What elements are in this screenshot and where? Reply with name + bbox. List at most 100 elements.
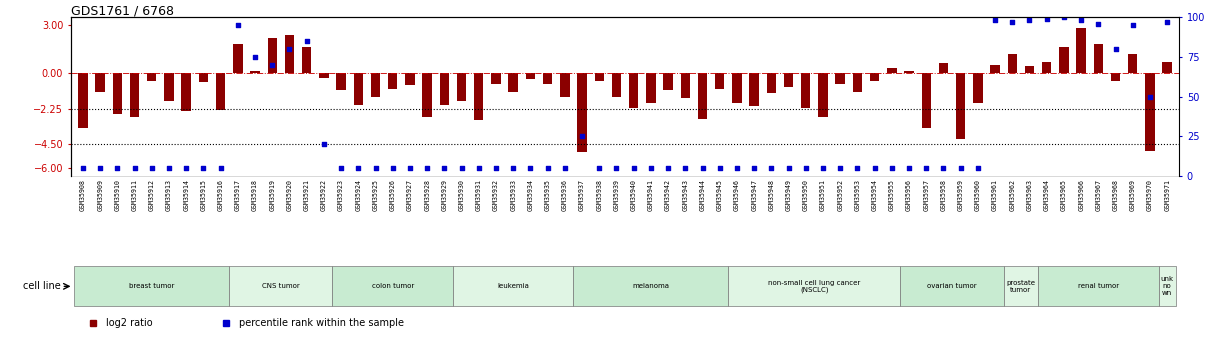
Bar — [423, 73, 431, 117]
Text: GSM35921: GSM35921 — [303, 179, 309, 211]
Point — [176, 165, 196, 171]
Bar — [887, 68, 897, 73]
Point — [710, 165, 730, 171]
Bar — [938, 63, 948, 73]
Text: GSM35940: GSM35940 — [631, 179, 637, 211]
Point — [624, 165, 644, 171]
Text: GSM35910: GSM35910 — [115, 179, 120, 211]
Bar — [766, 73, 776, 93]
Bar — [233, 44, 242, 73]
Bar — [973, 73, 982, 103]
Bar — [370, 73, 380, 97]
Text: log2 ratio: log2 ratio — [106, 318, 153, 327]
Bar — [921, 73, 931, 128]
Text: GSM35936: GSM35936 — [562, 179, 568, 211]
Text: GSM35960: GSM35960 — [975, 179, 981, 211]
Bar — [1003, 266, 1039, 306]
Point — [1089, 21, 1108, 26]
Bar — [1039, 266, 1158, 306]
Text: GSM35929: GSM35929 — [441, 179, 447, 211]
Point — [882, 165, 902, 171]
Bar — [216, 73, 225, 110]
Point — [676, 165, 695, 171]
Bar — [457, 73, 467, 101]
Point — [435, 165, 455, 171]
Point — [314, 141, 334, 147]
Bar — [336, 73, 346, 90]
Point — [90, 165, 110, 171]
Point — [211, 165, 231, 171]
Bar — [199, 73, 208, 82]
Text: GSM35911: GSM35911 — [132, 179, 138, 211]
Text: GSM35938: GSM35938 — [596, 179, 602, 211]
Text: GDS1761 / 6768: GDS1761 / 6768 — [71, 4, 174, 17]
Text: percentile rank within the sample: percentile rank within the sample — [240, 318, 404, 327]
Text: GSM35945: GSM35945 — [717, 179, 722, 211]
Text: GSM35947: GSM35947 — [752, 179, 758, 211]
Point — [778, 165, 798, 171]
Bar — [319, 73, 329, 78]
Bar — [1025, 67, 1034, 73]
Bar — [181, 73, 191, 111]
Point — [382, 165, 402, 171]
Point — [1123, 22, 1143, 28]
Bar — [147, 73, 156, 81]
Text: GSM35965: GSM35965 — [1061, 179, 1067, 211]
Bar — [749, 73, 759, 106]
Text: GSM35927: GSM35927 — [407, 179, 413, 211]
Point — [246, 54, 265, 60]
Bar — [332, 266, 453, 306]
Bar — [1162, 62, 1172, 73]
Bar — [836, 73, 844, 84]
Text: GSM35923: GSM35923 — [338, 179, 345, 211]
Point — [572, 134, 591, 139]
Text: renal tumor: renal tumor — [1078, 283, 1119, 289]
Text: GSM35922: GSM35922 — [321, 179, 326, 211]
Point — [521, 165, 540, 171]
Bar — [681, 73, 690, 98]
Text: GSM35961: GSM35961 — [992, 179, 998, 211]
Bar — [130, 73, 139, 117]
Bar — [802, 73, 810, 108]
Text: unk
no
wn: unk no wn — [1161, 276, 1174, 296]
Text: GSM35924: GSM35924 — [356, 179, 362, 211]
Point — [831, 165, 851, 171]
Text: GSM35957: GSM35957 — [924, 179, 929, 211]
Bar — [853, 73, 863, 92]
Point — [727, 165, 747, 171]
Bar — [732, 73, 742, 103]
Text: GSM35918: GSM35918 — [252, 179, 258, 211]
Bar — [1094, 44, 1103, 73]
Text: GSM35949: GSM35949 — [786, 179, 792, 211]
Text: GSM35963: GSM35963 — [1026, 179, 1033, 211]
Text: GSM35953: GSM35953 — [854, 179, 860, 211]
Bar — [1059, 47, 1069, 73]
Point — [693, 165, 712, 171]
Text: GSM35967: GSM35967 — [1095, 179, 1101, 211]
Bar — [95, 73, 105, 92]
Point — [555, 165, 574, 171]
Text: GSM35969: GSM35969 — [1130, 179, 1135, 211]
Bar — [453, 266, 573, 306]
Point — [142, 165, 161, 171]
Text: colon tumor: colon tumor — [371, 283, 414, 289]
Point — [968, 165, 987, 171]
Text: GSM35956: GSM35956 — [906, 179, 912, 211]
Bar — [715, 73, 725, 89]
Text: CNS tumor: CNS tumor — [262, 283, 299, 289]
Bar — [268, 38, 277, 73]
Point — [331, 165, 351, 171]
Text: breast tumor: breast tumor — [130, 283, 175, 289]
Point — [761, 165, 781, 171]
Text: GSM35915: GSM35915 — [200, 179, 207, 211]
Point — [1019, 18, 1039, 23]
Text: GSM35950: GSM35950 — [803, 179, 809, 211]
Bar — [78, 73, 88, 128]
Text: GSM35970: GSM35970 — [1147, 179, 1154, 211]
Text: GSM35908: GSM35908 — [79, 179, 86, 211]
Bar — [728, 266, 901, 306]
Point — [916, 165, 936, 171]
Bar — [612, 73, 621, 97]
Text: melanoma: melanoma — [632, 283, 670, 289]
Text: GSM35932: GSM35932 — [492, 179, 499, 211]
